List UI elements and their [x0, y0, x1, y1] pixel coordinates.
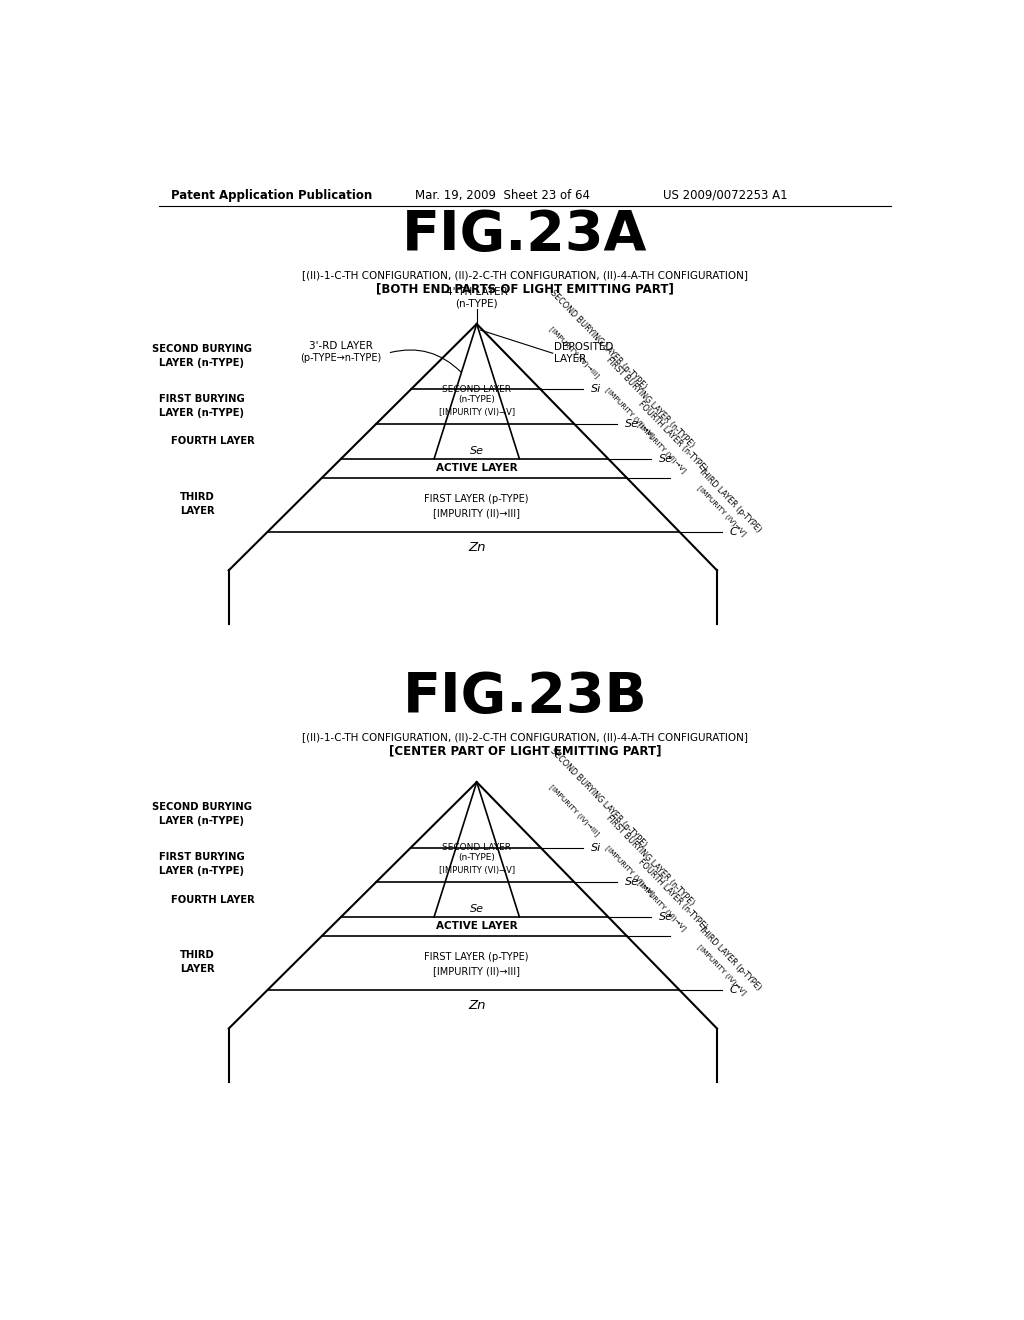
Text: [IMPURITY (VI)→V]: [IMPURITY (VI)→V]: [636, 879, 687, 932]
Text: DEPOSITED: DEPOSITED: [554, 342, 613, 352]
Text: Mar. 19, 2009  Sheet 23 of 64: Mar. 19, 2009 Sheet 23 of 64: [415, 189, 590, 202]
Text: 4'-TH LAYER: 4'-TH LAYER: [445, 286, 508, 297]
Text: LAYER: LAYER: [554, 354, 587, 364]
Text: LAYER: LAYER: [180, 964, 215, 974]
Text: Se: Se: [658, 912, 673, 921]
Text: FIRST BURYING: FIRST BURYING: [159, 395, 245, 404]
Text: 3'-RD LAYER: 3'-RD LAYER: [309, 341, 373, 351]
Text: FOURTH LAYER (n-TYPE): FOURTH LAYER (n-TYPE): [636, 400, 709, 474]
Text: ACTIVE LAYER: ACTIVE LAYER: [436, 463, 517, 474]
Text: [IMPURITY (II)→III]: [IMPURITY (II)→III]: [433, 966, 520, 975]
Text: [IMPURITY (VI)→V]: [IMPURITY (VI)→V]: [636, 421, 687, 474]
Text: SECOND BURYING LAYER (n-TYPE): SECOND BURYING LAYER (n-TYPE): [549, 288, 648, 391]
Text: [IMPURITY (IV)→V]: [IMPURITY (IV)→V]: [696, 484, 748, 537]
Text: Se: Se: [658, 454, 673, 463]
Text: [IMPURITY (IV)→III]: [IMPURITY (IV)→III]: [549, 783, 601, 837]
Text: C: C: [730, 985, 737, 995]
Text: THIRD LAYER (p-TYPE): THIRD LAYER (p-TYPE): [696, 466, 763, 535]
Text: (n-TYPE): (n-TYPE): [459, 395, 496, 404]
Text: FIRST BURYING: FIRST BURYING: [159, 853, 245, 862]
Text: LAYER: LAYER: [180, 506, 215, 516]
Text: (n-TYPE): (n-TYPE): [456, 298, 498, 308]
Text: [IMPURITY (II)→III]: [IMPURITY (II)→III]: [433, 508, 520, 517]
Text: C: C: [730, 527, 737, 537]
Text: [IMPURITY (VI)→V]: [IMPURITY (VI)→V]: [438, 408, 515, 417]
Text: Se: Se: [625, 878, 639, 887]
Text: [IMPURITY (IV)→V]: [IMPURITY (IV)→V]: [696, 942, 748, 995]
Text: [IMPURITY (VI)→V]: [IMPURITY (VI)→V]: [604, 845, 655, 898]
Text: [IMPURITY (IV)→III]: [IMPURITY (IV)→III]: [549, 325, 601, 379]
Text: Si: Si: [591, 384, 601, 395]
Text: Se: Se: [470, 446, 483, 455]
Text: THIRD LAYER (p-TYPE): THIRD LAYER (p-TYPE): [696, 924, 763, 993]
Text: FIRST BURYING LAYER (n-TYPE): FIRST BURYING LAYER (n-TYPE): [604, 355, 695, 449]
Text: SECOND LAYER: SECOND LAYER: [442, 842, 511, 851]
Text: [IMPURITY (VI)→V]: [IMPURITY (VI)→V]: [604, 387, 655, 440]
Text: LAYER (n-TYPE): LAYER (n-TYPE): [159, 866, 244, 876]
Text: [(II)-1-C-TH CONFIGURATION, (II)-2-C-TH CONFIGURATION, (II)-4-A-TH CONFIGURATION: [(II)-1-C-TH CONFIGURATION, (II)-2-C-TH …: [302, 271, 748, 280]
Text: LAYER (n-TYPE): LAYER (n-TYPE): [159, 408, 244, 418]
Text: FOURTH LAYER: FOURTH LAYER: [171, 895, 255, 904]
Text: SECOND LAYER: SECOND LAYER: [442, 384, 511, 393]
Text: [BOTH END PARTS OF LIGHT EMITTING PART]: [BOTH END PARTS OF LIGHT EMITTING PART]: [376, 282, 674, 296]
Text: FIRST LAYER (p-TYPE): FIRST LAYER (p-TYPE): [425, 494, 529, 504]
Text: FIRST LAYER (p-TYPE): FIRST LAYER (p-TYPE): [425, 952, 529, 962]
Text: Patent Application Publication: Patent Application Publication: [171, 189, 372, 202]
Text: Si: Si: [591, 842, 601, 853]
Text: ACTIVE LAYER: ACTIVE LAYER: [436, 921, 517, 932]
Text: FOURTH LAYER: FOURTH LAYER: [171, 437, 255, 446]
Text: THIRD: THIRD: [180, 950, 215, 961]
Text: Zn: Zn: [468, 541, 485, 554]
Text: SECOND BURYING: SECOND BURYING: [152, 345, 252, 354]
Text: (n-TYPE): (n-TYPE): [459, 854, 496, 862]
Text: LAYER (n-TYPE): LAYER (n-TYPE): [159, 816, 244, 826]
Text: [CENTER PART OF LIGHT EMITTING PART]: [CENTER PART OF LIGHT EMITTING PART]: [388, 744, 662, 758]
Text: FIG.23B: FIG.23B: [402, 671, 647, 725]
Text: (p-TYPE→n-TYPE): (p-TYPE→n-TYPE): [300, 352, 382, 363]
Text: FOURTH LAYER (n-TYPE): FOURTH LAYER (n-TYPE): [636, 858, 709, 932]
Text: SECOND BURYING LAYER (n-TYPE): SECOND BURYING LAYER (n-TYPE): [549, 746, 648, 849]
Text: FIG.23A: FIG.23A: [402, 209, 647, 263]
Text: THIRD: THIRD: [180, 492, 215, 502]
Text: [(II)-1-C-TH CONFIGURATION, (II)-2-C-TH CONFIGURATION, (II)-4-A-TH CONFIGURATION: [(II)-1-C-TH CONFIGURATION, (II)-2-C-TH …: [302, 733, 748, 742]
Text: Zn: Zn: [468, 999, 485, 1012]
Text: US 2009/0072253 A1: US 2009/0072253 A1: [663, 189, 787, 202]
Text: [IMPURITY (VI)→V]: [IMPURITY (VI)→V]: [438, 866, 515, 875]
Text: FIRST BURYING LAYER (n-TYPE): FIRST BURYING LAYER (n-TYPE): [604, 813, 695, 907]
Text: Se: Se: [470, 904, 483, 915]
Text: Se: Se: [625, 418, 639, 429]
Text: SECOND BURYING: SECOND BURYING: [152, 803, 252, 812]
Text: LAYER (n-TYPE): LAYER (n-TYPE): [159, 358, 244, 368]
